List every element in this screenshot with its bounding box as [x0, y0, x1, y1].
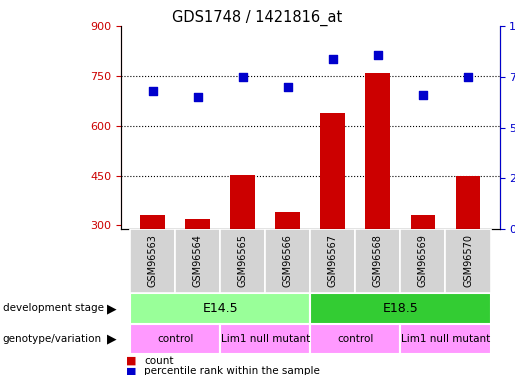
- Bar: [366, 73, 390, 325]
- Bar: [265, 229, 310, 292]
- Text: ▶: ▶: [108, 302, 117, 315]
- Text: GSM96570: GSM96570: [463, 234, 473, 287]
- Bar: [220, 229, 265, 292]
- Text: GSM96565: GSM96565: [238, 234, 248, 287]
- Point: [419, 92, 427, 98]
- Bar: [355, 229, 401, 292]
- Bar: [310, 292, 490, 324]
- Bar: [276, 212, 300, 325]
- Bar: [185, 219, 210, 325]
- Text: control: control: [337, 334, 373, 344]
- Bar: [401, 324, 490, 354]
- Text: E14.5: E14.5: [202, 302, 238, 315]
- Bar: [401, 229, 445, 292]
- Bar: [175, 229, 220, 292]
- Point: [464, 74, 472, 80]
- Text: GSM96566: GSM96566: [283, 234, 293, 287]
- Bar: [130, 324, 220, 354]
- Point: [284, 84, 292, 90]
- Text: ▶: ▶: [108, 333, 117, 346]
- Text: GSM96567: GSM96567: [328, 234, 338, 287]
- Bar: [445, 229, 490, 292]
- Text: ■: ■: [126, 356, 136, 366]
- Text: GSM96564: GSM96564: [193, 234, 202, 287]
- Bar: [310, 324, 401, 354]
- Bar: [310, 229, 355, 292]
- Text: count: count: [144, 356, 174, 366]
- Text: ■: ■: [126, 366, 136, 375]
- Text: GDS1748 / 1421816_at: GDS1748 / 1421816_at: [173, 9, 342, 26]
- Bar: [320, 112, 345, 325]
- Text: development stage: development stage: [3, 303, 104, 313]
- Point: [329, 56, 337, 62]
- Text: genotype/variation: genotype/variation: [3, 334, 101, 344]
- Point: [238, 74, 247, 80]
- Point: [194, 94, 202, 100]
- Bar: [140, 216, 165, 325]
- Bar: [410, 216, 435, 325]
- Point: [374, 52, 382, 58]
- Text: GSM96569: GSM96569: [418, 234, 428, 287]
- Point: [148, 88, 157, 94]
- Bar: [220, 324, 310, 354]
- Text: Lim1 null mutant: Lim1 null mutant: [220, 334, 310, 344]
- Bar: [230, 175, 255, 325]
- Bar: [456, 176, 480, 325]
- Text: percentile rank within the sample: percentile rank within the sample: [144, 366, 320, 375]
- Text: E18.5: E18.5: [383, 302, 418, 315]
- Text: control: control: [157, 334, 193, 344]
- Text: GSM96568: GSM96568: [373, 234, 383, 287]
- Bar: [130, 229, 175, 292]
- Bar: [130, 292, 310, 324]
- Text: GSM96563: GSM96563: [148, 234, 158, 287]
- Text: Lim1 null mutant: Lim1 null mutant: [401, 334, 490, 344]
